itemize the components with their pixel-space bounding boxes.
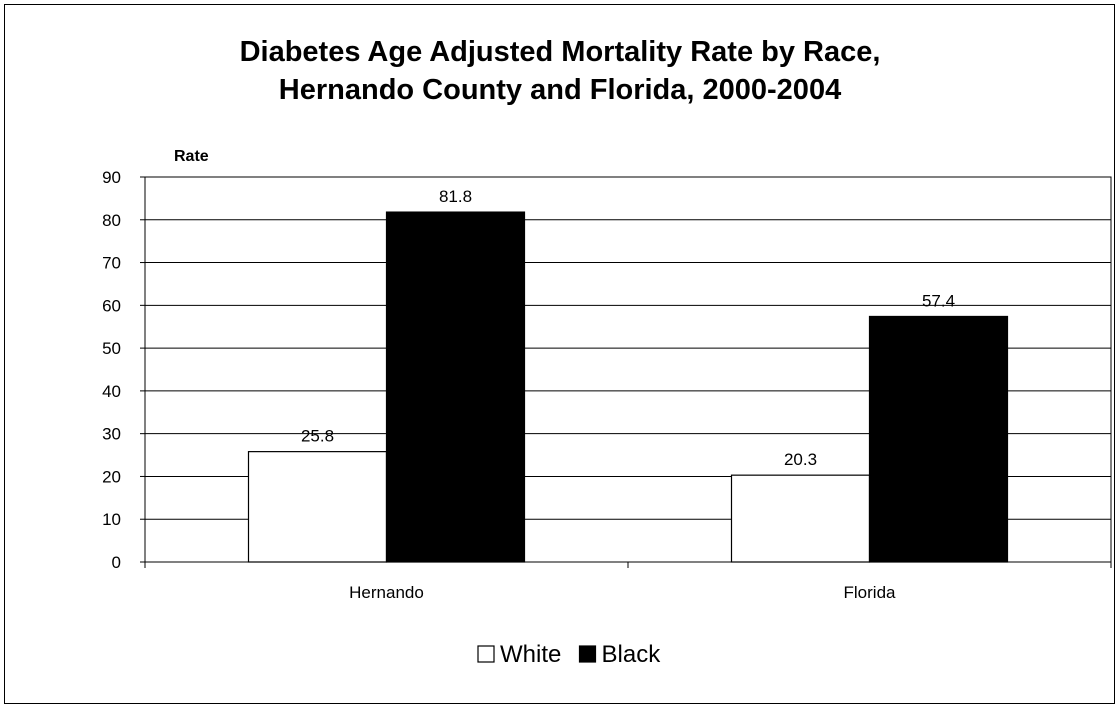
bar-white-florida: [730, 474, 871, 563]
y-tick-label: 20: [102, 467, 121, 486]
y-tick-label: 30: [102, 425, 121, 444]
legend-swatch-white: [477, 645, 495, 663]
legend: White Black: [477, 641, 662, 668]
chart-title-line-2: Hernando County and Florida, 2000-2004: [278, 74, 842, 106]
x-tick-label: Hernando: [349, 583, 424, 602]
chart-title: Diabetes Age Adjusted Mortality Rate by …: [0, 33, 1120, 109]
x-tick-label: Florida: [844, 583, 897, 602]
x-tick-labels: Hernando Florida: [349, 583, 896, 602]
y-tick-label: 90: [102, 168, 121, 187]
data-label: 25.8: [301, 427, 334, 446]
bar-black-hernando: [385, 211, 526, 563]
bar-black-florida: [868, 315, 1009, 563]
legend-label-white: White: [500, 641, 561, 668]
legend-swatch-black: [578, 645, 597, 663]
y-tick-label: 60: [102, 296, 121, 315]
data-labels: 25.8 81.8 20.3 57.4: [301, 187, 955, 469]
y-tick-label: 50: [102, 339, 121, 358]
legend-label-black: Black: [602, 641, 662, 668]
y-tick-labels: 0 10 20 30 40 50 60 70 80 90: [102, 168, 121, 572]
chart-title-line-1: Diabetes Age Adjusted Mortality Rate by …: [239, 36, 881, 68]
axes: [140, 176, 1112, 568]
y-tick-label: 80: [102, 211, 121, 230]
data-label: 57.4: [922, 291, 955, 310]
data-label: 81.8: [439, 187, 472, 206]
bar-white-hernando: [247, 451, 388, 563]
y-tick-label: 0: [112, 553, 121, 572]
bar-chart: Rate 0 10 20 30 40 50 60 70 80 90 Hernando Florida…: [102, 148, 1112, 668]
bars: [247, 211, 1009, 563]
y-tick-label: 40: [102, 382, 121, 401]
y-tick-label: 10: [102, 510, 121, 529]
y-tick-label: 70: [102, 254, 121, 273]
y-axis-label: Rate: [174, 148, 209, 165]
data-label: 20.3: [784, 450, 817, 469]
